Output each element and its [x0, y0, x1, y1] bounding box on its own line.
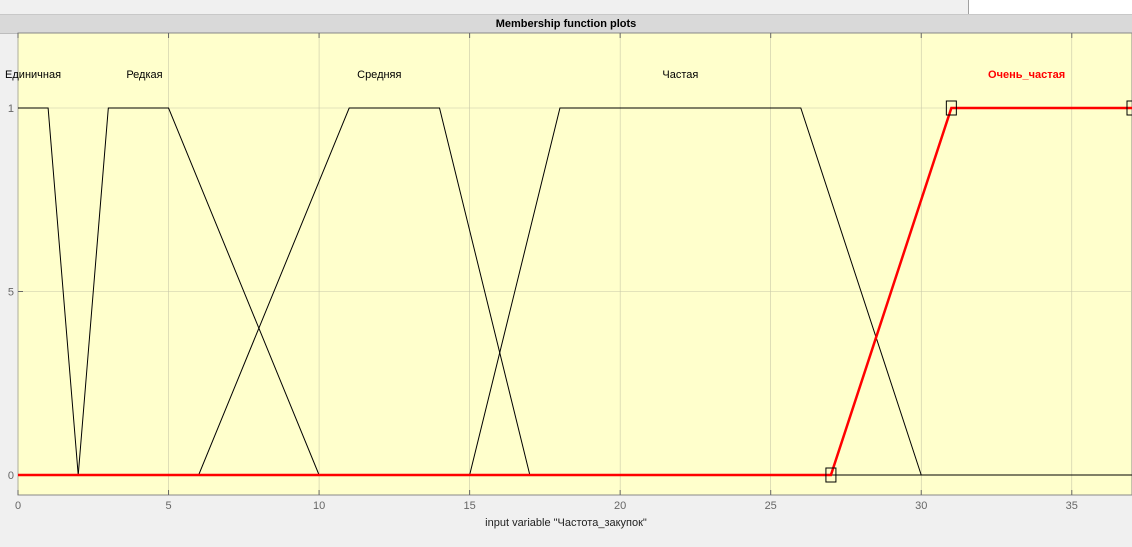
plot-area [17, 32, 1132, 496]
mf-label: Частая [662, 69, 698, 81]
control-point-handle [945, 100, 957, 116]
mf-label: Средняя [357, 69, 401, 81]
mf-label: Редкая [126, 69, 162, 81]
mf-label: Единичная [5, 69, 61, 81]
x-tick-label: 0 [15, 500, 21, 512]
y-tick-label: 1 [8, 103, 14, 115]
control-point-handle [825, 467, 837, 483]
x-tick-label: 10 [313, 500, 325, 512]
mf-label: Очень_частая [988, 69, 1065, 81]
control-point-handle [1126, 100, 1132, 116]
x-tick-label: 20 [614, 500, 626, 512]
membership-chart[interactable]: 0 5 10 15 20 25 30 35 0 5 1 Единичная Редкая Средняя Ч… [0, 0, 1132, 517]
mf-curve-очень_частая [18, 106, 1132, 477]
x-axis-label: input variable "Частота_закупок" [485, 517, 647, 529]
x-tick-label: 35 [1066, 500, 1078, 512]
x-tick-label: 25 [765, 500, 777, 512]
x-tick-label: 5 [165, 500, 171, 512]
x-tick-label: 15 [463, 500, 475, 512]
y-tick-label: 0 [8, 470, 14, 482]
y-tick-label: 5 [8, 287, 14, 299]
x-tick-label: 30 [915, 500, 927, 512]
